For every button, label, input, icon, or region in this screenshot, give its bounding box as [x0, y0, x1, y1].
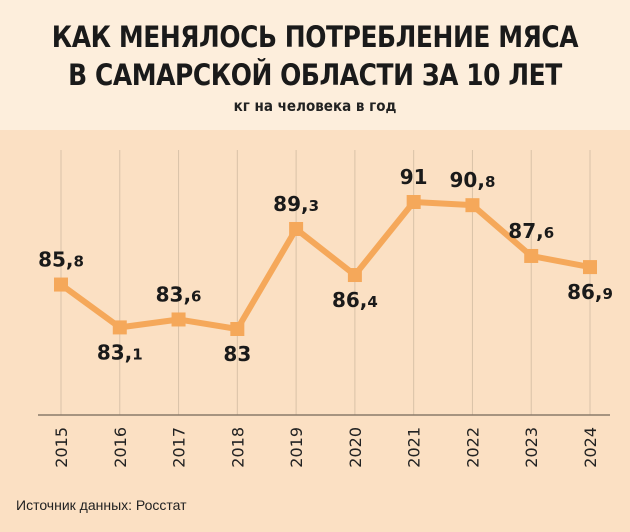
data-marker: [171, 312, 186, 327]
gridlines: [60, 150, 591, 415]
data-label: 86,4: [332, 288, 378, 312]
data-marker: [54, 277, 68, 292]
chart-title-line-2: В САМАРСКОЙ ОБЛАСТИ ЗА 10 ЛЕТ: [68, 58, 562, 92]
data-labels: 85,8 83,1 83,6 83 89,3 86,4 91 90,8 87,6 86,9: [38, 165, 613, 366]
x-tick-label: 2015: [52, 427, 71, 468]
data-label: 87,6: [508, 219, 554, 243]
series-line: [59, 199, 591, 332]
data-label: 85,8: [38, 248, 84, 272]
data-marker: [112, 320, 127, 335]
data-marker: [524, 248, 539, 263]
data-source-note: Источник данных: Росстат: [16, 497, 187, 513]
header: КАК МЕНЯЛОСЬ ПОТРЕБЛЕНИЕ МЯСА В САМАРСКО…: [0, 0, 630, 130]
x-tick-label: 2016: [111, 427, 130, 468]
chart-subtitle: кг на человека в год: [233, 97, 397, 115]
data-label: 83,6: [156, 282, 202, 306]
data-label: 83: [223, 342, 251, 366]
x-tick-label: 2021: [405, 427, 424, 468]
data-label: 83,1: [97, 340, 143, 364]
x-tick-label: 2020: [346, 427, 365, 468]
data-marker: [347, 268, 362, 283]
x-tick-label: 2019: [287, 427, 306, 468]
x-tick-label: 2022: [463, 427, 482, 468]
data-markers: [54, 195, 597, 336]
x-tick-label: 2024: [581, 427, 600, 468]
data-marker: [230, 322, 245, 336]
data-marker: [406, 195, 421, 209]
data-label: 91: [400, 165, 428, 189]
data-marker: [583, 260, 597, 275]
chart-title-line-1: КАК МЕНЯЛОСЬ ПОТРЕБЛЕНИЕ МЯСА: [51, 20, 579, 54]
data-label: 90,8: [450, 168, 496, 192]
x-tick-label: 2018: [228, 427, 247, 468]
x-tick-label: 2023: [522, 427, 541, 468]
chart-panel: [0, 130, 630, 532]
data-label: 86,9: [567, 280, 613, 304]
data-label: 89,3: [273, 192, 319, 216]
x-tick-labels: 2015 2016 2017 2018 2019 2020 2021 2022 2023 2024: [52, 427, 600, 468]
x-tick-label: 2017: [170, 427, 189, 468]
data-marker: [465, 198, 480, 213]
data-marker: [289, 221, 304, 236]
